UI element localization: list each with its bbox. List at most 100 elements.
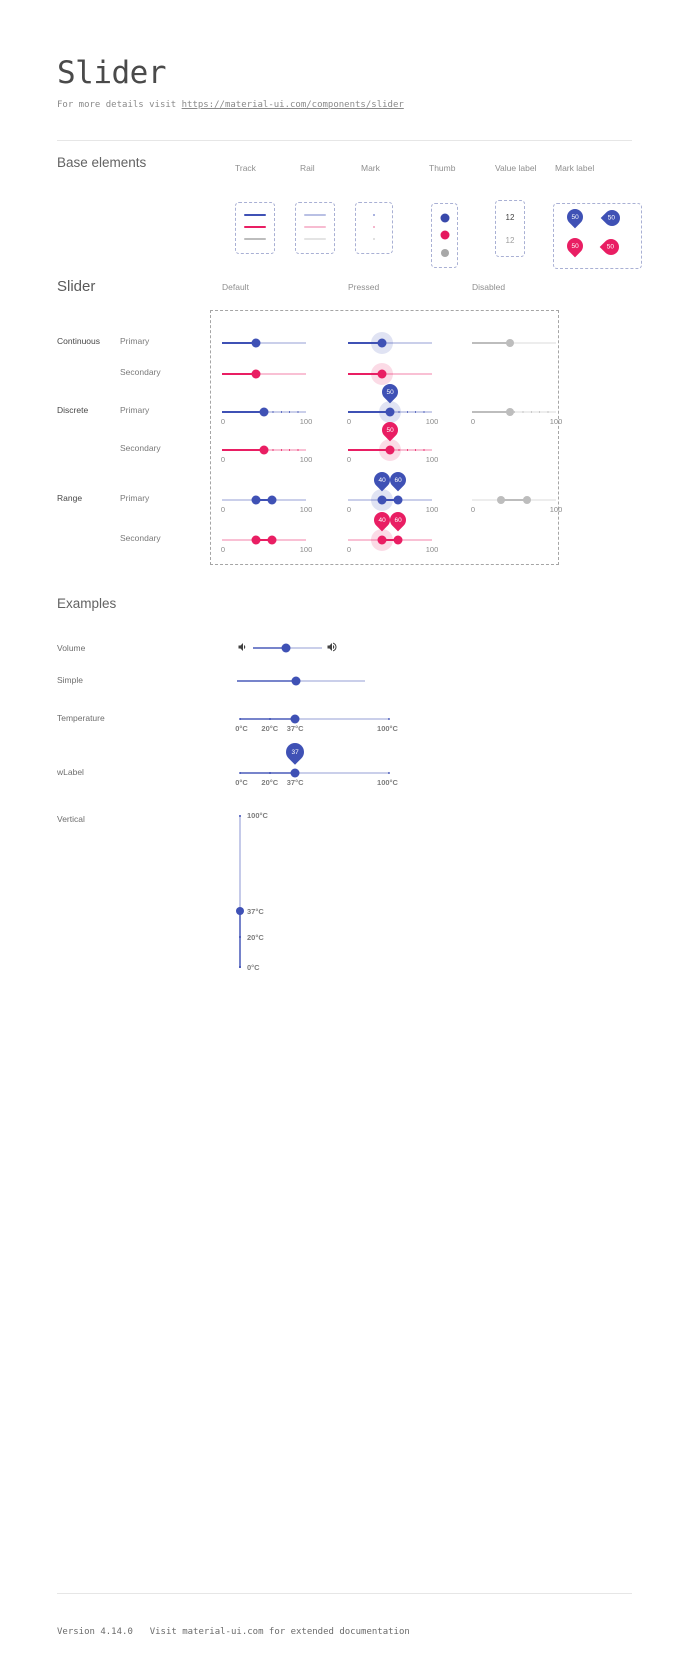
examples-heading: Examples	[57, 596, 117, 611]
slider-thumb[interactable]	[290, 714, 300, 724]
scale-max-label: 100	[425, 545, 439, 554]
slider-thumb[interactable]	[290, 768, 300, 778]
slider-thumb[interactable]	[291, 676, 301, 686]
slider-thumb[interactable]	[377, 369, 387, 379]
subtitle-text: For more details visit	[57, 100, 182, 110]
slider-track	[237, 680, 296, 682]
slider-discrete-secondary-default[interactable]: 0 100	[221, 445, 312, 464]
mark-label: 20°C	[247, 933, 264, 942]
slider-thumb[interactable]	[377, 338, 387, 348]
scale-max-label: 100	[299, 505, 313, 514]
mark-label-pin-down-primary: 50	[563, 205, 587, 229]
mark-label: 100°C	[247, 811, 268, 820]
slider-range-primary-default[interactable]: 0 100	[221, 495, 312, 514]
scale-max-label: 100	[425, 417, 439, 426]
slider-thumb-high[interactable]	[393, 495, 403, 505]
scale-min-label: 0	[346, 505, 352, 514]
slider-thumb[interactable]	[251, 369, 261, 379]
slider-track	[222, 449, 264, 451]
slider-thumb[interactable]	[236, 907, 244, 915]
slider-discrete-secondary-pressed[interactable]: 50 0 100	[347, 418, 438, 464]
value-label-balloon-high: 60	[387, 508, 410, 532]
slider-thumb-low[interactable]	[377, 535, 387, 545]
scale-min-label: 0	[346, 455, 352, 464]
mark-label: 0°C	[235, 778, 248, 787]
track-specimen-box	[235, 202, 275, 254]
scale-min-label: 0	[346, 545, 352, 554]
thumb-primary	[440, 213, 449, 223]
slider-discrete-primary-default[interactable]: 0 100	[221, 407, 312, 426]
track-secondary	[244, 226, 266, 228]
slider-thumb[interactable]	[385, 407, 395, 417]
thumb-secondary	[440, 230, 449, 240]
mark-label-value: 50	[608, 214, 616, 222]
slider-rail	[240, 772, 389, 774]
slider-track	[222, 342, 256, 344]
slider-continuous-disabled	[472, 339, 556, 347]
slider-rail	[222, 342, 306, 344]
value-label-balloon: 50	[378, 380, 402, 404]
mark-label-value: 50	[607, 243, 615, 251]
col-mark-label: Mark label	[555, 163, 595, 173]
slider-thumb[interactable]	[259, 445, 269, 455]
col-pressed: Pressed	[348, 282, 380, 292]
scale-min-label: 0	[470, 417, 476, 426]
slider-rail	[239, 815, 241, 968]
slider-continuous-secondary-pressed[interactable]	[348, 363, 432, 385]
col-default: Default	[222, 282, 249, 292]
slider-track	[472, 342, 510, 344]
slider-continuous-secondary-default[interactable]	[222, 369, 306, 379]
rail-disabled	[304, 238, 326, 240]
row-discrete-secondary: Secondary	[120, 443, 161, 453]
vertical-slider[interactable]: 100°C 37°C 20°C 0°C	[236, 811, 268, 972]
page-subtitle: For more details visit https://material-…	[57, 100, 404, 110]
slider-thumb-high[interactable]	[393, 535, 403, 545]
track-primary	[244, 214, 266, 216]
row-discrete-primary: Primary	[120, 405, 150, 415]
mark-label: 0°C	[235, 724, 248, 733]
slider-mark	[239, 966, 241, 968]
temperature-slider[interactable]: 0°C 20°C 37°C 100°C	[235, 714, 398, 733]
simple-slider[interactable]	[237, 676, 365, 686]
row-discrete: Discrete	[57, 405, 89, 415]
slider-range-primary-pressed[interactable]: 40 60 0 100	[347, 468, 438, 514]
col-disabled: Disabled	[472, 282, 506, 292]
slider-range-secondary-default[interactable]: 0 100	[221, 535, 312, 554]
col-track: Track	[235, 163, 256, 173]
col-thumb: Thumb	[429, 163, 456, 173]
slider-continuous-primary-pressed[interactable]	[348, 332, 432, 354]
scale-max-label: 100	[425, 455, 439, 464]
slider-mark	[239, 718, 241, 720]
slider-discrete-primary-pressed[interactable]: 50 0 100	[347, 380, 438, 426]
slider-rail	[472, 342, 556, 344]
slider-thumb[interactable]	[251, 338, 261, 348]
wlabel-slider[interactable]: 37 0°C 20°C 37°C 100°C	[235, 739, 398, 787]
slider-mark	[268, 772, 271, 774]
slider-thumb-low[interactable]	[251, 495, 261, 505]
volume-slider[interactable]	[253, 643, 322, 653]
mark-label-pin-left-secondary: 50	[599, 235, 623, 259]
docs-link[interactable]: https://material-ui.com/components/slide…	[181, 100, 404, 110]
value-label-text: 50	[386, 388, 394, 396]
slider-range-secondary-pressed[interactable]: 40 60 0 100	[347, 508, 438, 554]
slider-track	[501, 499, 527, 501]
value-label-text: 60	[394, 516, 403, 524]
slider-track	[255, 499, 273, 501]
slider-thumb-high[interactable]	[267, 535, 277, 545]
slider-mark	[239, 815, 241, 817]
slider-thumb[interactable]	[281, 643, 291, 653]
slider-thumb[interactable]	[259, 407, 269, 417]
value-label-text: 50	[386, 426, 394, 434]
mark-label: 37°C	[247, 907, 264, 916]
slider-thumb-low[interactable]	[377, 495, 387, 505]
volume-up-icon	[326, 641, 338, 653]
col-rail: Rail	[300, 163, 315, 173]
mark-label: 20°C	[261, 778, 279, 787]
mark-label-value: 50	[571, 213, 579, 221]
slider-thumb-low[interactable]	[251, 535, 261, 545]
slider-thumb[interactable]	[385, 445, 395, 455]
slider-continuous-primary-default[interactable]	[222, 338, 306, 348]
slider-thumb-high[interactable]	[267, 495, 277, 505]
scale-max-label: 100	[299, 417, 313, 426]
row-simple: Simple	[57, 675, 83, 685]
